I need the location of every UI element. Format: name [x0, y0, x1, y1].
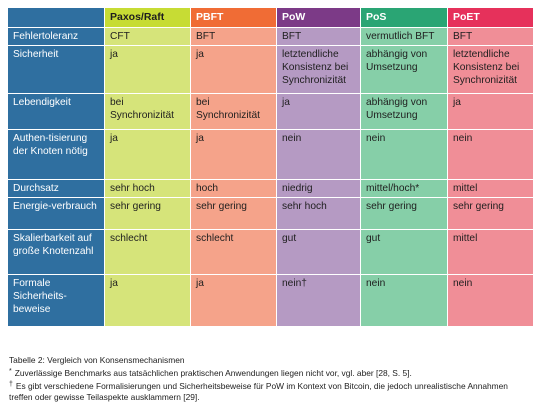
table-caption: Tabelle 2: Vergleich von Konsensmechanis… — [9, 355, 185, 365]
table-cell: letztendliche Konsistenz bei Synchronizi… — [447, 45, 534, 94]
row-header: Energie-verbrauch — [7, 197, 105, 230]
table-cell: BFT — [447, 27, 534, 46]
table-row: Lebendigkeit bei Synchronizität bei Sync… — [7, 93, 534, 130]
column-header: PBFT — [190, 7, 277, 28]
table-cell: nein — [360, 129, 448, 180]
table-cell: schlecht — [190, 229, 277, 275]
table-cell: nein — [447, 129, 534, 180]
footnote-mark: * — [9, 368, 12, 375]
table-row: Durchsatz sehr hoch hoch niedrig mittel/… — [7, 179, 534, 198]
table-cell: sehr gering — [447, 197, 534, 230]
table-cell: CFT — [104, 27, 191, 46]
row-header: Formale Sicherheits-beweise — [7, 274, 105, 327]
table-cell: abhängig von Umsetzung — [360, 93, 448, 130]
table-cell: ja — [276, 93, 361, 130]
row-header: Fehlertoleranz — [7, 27, 105, 46]
column-header: PoW — [276, 7, 361, 28]
table-cell: sehr hoch — [104, 179, 191, 198]
table-cell: sehr gering — [190, 197, 277, 230]
table-cell: ja — [447, 93, 534, 130]
table-cell: ja — [104, 274, 191, 327]
column-header: Paxos/Raft — [104, 7, 191, 28]
footnote: † Es gibt verschiedene Formalisierungen u… — [9, 381, 529, 402]
table-cell: ja — [104, 129, 191, 180]
table-cell: nein — [360, 274, 448, 327]
table-cell: ja — [190, 129, 277, 180]
corner-cell — [7, 7, 105, 28]
table-cell: ja — [190, 45, 277, 94]
row-header: Durchsatz — [7, 179, 105, 198]
footnote-mark: † — [9, 381, 13, 388]
table-cell: bei Synchronizität — [104, 93, 191, 130]
table-cell: BFT — [276, 27, 361, 46]
table-cell: sehr gering — [360, 197, 448, 230]
row-header: Sicherheit — [7, 45, 105, 94]
table-cell: mittel — [447, 179, 534, 198]
table-cell: letztendliche Konsistenz bei Synchronizi… — [276, 45, 361, 94]
header-row: Paxos/Raft PBFT PoW PoS PoET — [7, 7, 534, 28]
footnote-text: Zuverlässige Benchmarks aus tatsächliche… — [14, 368, 412, 378]
table-cell: nein — [447, 274, 534, 327]
row-header: Authen-tisierung der Knoten nötig — [7, 129, 105, 180]
table-row: Sicherheit ja ja letztendliche Konsisten… — [7, 45, 534, 94]
table-row: Energie-verbrauch sehr gering sehr gerin… — [7, 197, 534, 230]
footnote-text: Es gibt verschiedene Formalisierungen un… — [9, 381, 508, 402]
table-cell: vermutlich BFT — [360, 27, 448, 46]
footnote: * Zuverlässige Benchmarks aus tatsächlich… — [9, 368, 529, 379]
table-cell: ja — [104, 45, 191, 94]
table-cell: sehr hoch — [276, 197, 361, 230]
column-header: PoET — [447, 7, 534, 28]
table-cell: hoch — [190, 179, 277, 198]
table-cell: ja — [190, 274, 277, 327]
table-cell: mittel/hoch* — [360, 179, 448, 198]
table-cell: nein — [276, 129, 361, 180]
table-row: Authen-tisierung der Knoten nötig ja ja … — [7, 129, 534, 180]
table-cell: nein† — [276, 274, 361, 327]
table-cell: niedrig — [276, 179, 361, 198]
consensus-table: Paxos/Raft PBFT PoW PoS PoET Fehlertoler… — [7, 7, 534, 327]
table-row: Skalierbarkeit auf große Knotenzahl schl… — [7, 229, 534, 275]
row-header: Lebendigkeit — [7, 93, 105, 130]
table-cell: bei Synchronizität — [190, 93, 277, 130]
column-header: PoS — [360, 7, 448, 28]
table-row: Formale Sicherheits-beweise ja ja nein† … — [7, 274, 534, 327]
table-cell: mittel — [447, 229, 534, 275]
table-row: Fehlertoleranz CFT BFT BFT vermutlich BF… — [7, 27, 534, 46]
row-header: Skalierbarkeit auf große Knotenzahl — [7, 229, 105, 275]
table-cell: gut — [360, 229, 448, 275]
table-cell: abhängig von Umsetzung — [360, 45, 448, 94]
table-cell: gut — [276, 229, 361, 275]
table-cell: sehr gering — [104, 197, 191, 230]
table-cell: BFT — [190, 27, 277, 46]
table-cell: schlecht — [104, 229, 191, 275]
